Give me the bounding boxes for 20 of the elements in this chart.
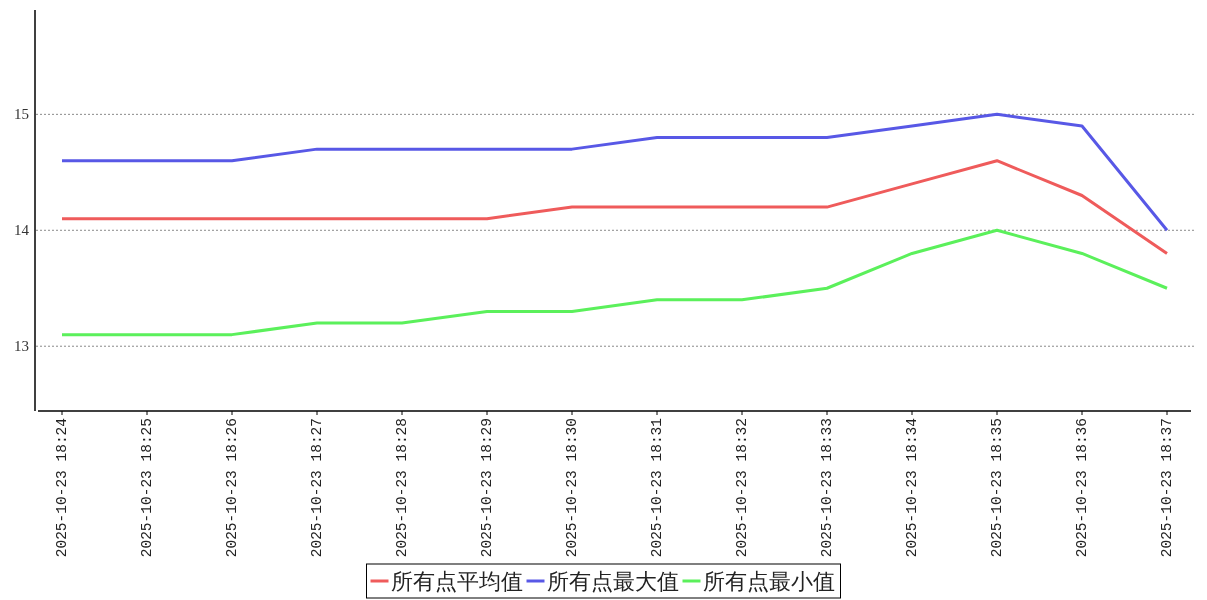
- y-tick-label: 15: [14, 106, 29, 123]
- x-tick-label: 2025-10-23 18:37: [1159, 418, 1175, 558]
- x-tick-label: 2025-10-23 18:26: [224, 418, 240, 558]
- x-tick-label: 2025-10-23 18:24: [54, 418, 70, 558]
- legend-label: 所有点平均值: [390, 568, 523, 594]
- legend-label: 所有点最小值: [702, 568, 835, 594]
- x-tick-label: 2025-10-23 18:30: [564, 418, 580, 558]
- y-tick-label: 13: [14, 338, 29, 355]
- x-tick-label: 2025-10-23 18:34: [904, 418, 920, 558]
- legend-label: 所有点最大值: [546, 568, 679, 594]
- y-tick-label: 14: [14, 222, 30, 239]
- x-tick-label: 2025-10-23 18:31: [649, 418, 665, 558]
- x-tick-label: 2025-10-23 18:33: [819, 418, 835, 558]
- x-tick-label: 2025-10-23 18:27: [309, 418, 325, 558]
- x-tick-label: 2025-10-23 18:25: [139, 418, 155, 558]
- x-tick-label: 2025-10-23 18:29: [479, 418, 495, 558]
- x-tick-label: 2025-10-23 18:36: [1074, 418, 1090, 558]
- x-tick-label: 2025-10-23 18:32: [734, 418, 750, 558]
- x-tick-label: 2025-10-23 18:28: [394, 418, 410, 558]
- x-tick-label: 2025-10-23 18:35: [989, 418, 1005, 558]
